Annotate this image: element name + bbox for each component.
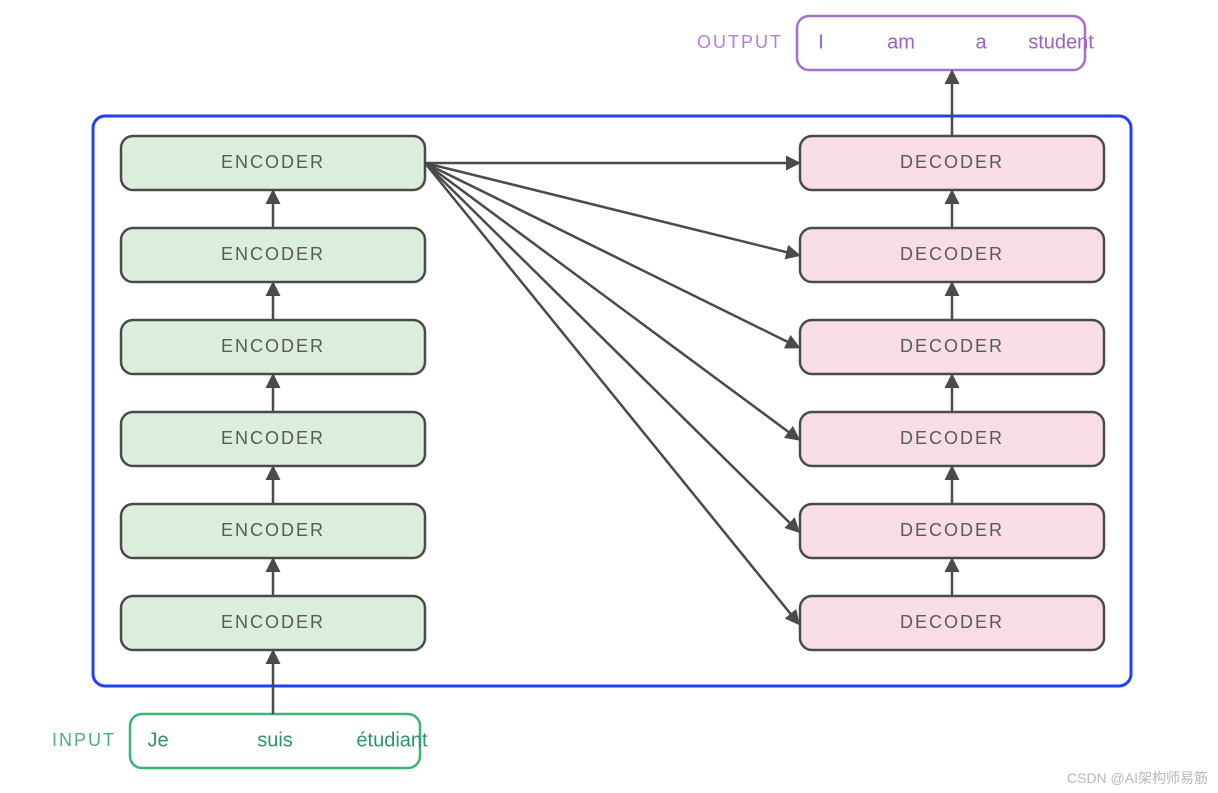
output-token-3: student [1028,31,1094,53]
input-token-0: Je [147,729,168,751]
encoder-label-3: ENCODER [221,428,325,448]
output-token-2: a [975,31,987,53]
decoder-label-2: DECODER [900,336,1004,356]
encoder-label-1: ENCODER [221,244,325,264]
decoder-label-3: DECODER [900,428,1004,448]
input-token-2: étudiant [356,729,428,751]
encoder-label-4: ENCODER [221,520,325,540]
watermark: CSDN @AI架构师易筋 [1067,770,1208,786]
input-label: INPUT [52,730,116,750]
output-token-1: am [887,31,915,53]
encoder-label-5: ENCODER [221,612,325,632]
decoder-label-0: DECODER [900,152,1004,172]
transformer-diagram: ENCODER ENCODER ENCODER ENCODER ENCODER ENCOD… [0,0,1218,793]
canvas-bg [0,0,1218,793]
decoder-label-4: DECODER [900,520,1004,540]
decoder-label-5: DECODER [900,612,1004,632]
output-token-0: I [818,31,824,53]
encoder-label-2: ENCODER [221,336,325,356]
encoder-label-0: ENCODER [221,152,325,172]
decoder-label-1: DECODER [900,244,1004,264]
output-label: OUTPUT [697,32,783,52]
input-token-1: suis [257,729,293,751]
